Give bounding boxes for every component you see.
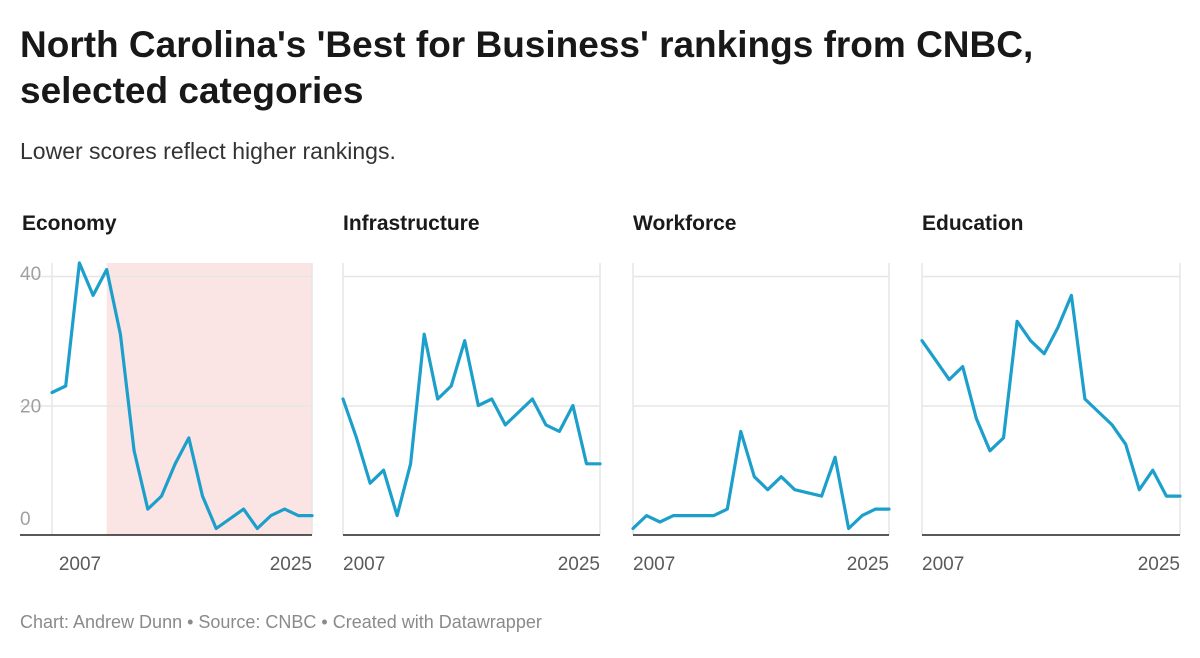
x-tick-label: 2007 bbox=[633, 554, 675, 575]
x-tick-label: 2007 bbox=[343, 554, 385, 575]
series-line-economy bbox=[50, 261, 314, 531]
x-tick-label: 2025 bbox=[558, 554, 600, 575]
x-tick-label: 2025 bbox=[1138, 554, 1180, 575]
y-tick-label: 40 bbox=[20, 264, 41, 285]
series-line-education bbox=[920, 293, 1182, 498]
y-tick-label: 20 bbox=[20, 396, 41, 417]
highlight-region bbox=[106, 263, 312, 535]
chart-subtitle: Lower scores reflect higher rankings. bbox=[20, 138, 396, 164]
panel-title: Economy bbox=[22, 212, 117, 235]
chart-title: North Carolina's 'Best for Business' ran… bbox=[20, 24, 1034, 111]
x-tick-label: 2007 bbox=[922, 554, 964, 575]
chart-panel-infrastructure: Infrastructure 2007 2025 bbox=[341, 212, 602, 575]
x-tick-label: 2025 bbox=[270, 554, 312, 575]
chart-footer-credit: Chart: Andrew Dunn • Source: CNBC • Crea… bbox=[20, 612, 542, 632]
x-tick-label: 2025 bbox=[847, 554, 889, 575]
series-line-infrastructure bbox=[341, 332, 602, 518]
chart-panel-workforce: Workforce 2007 2025 bbox=[631, 212, 891, 575]
y-tick-label: 0 bbox=[20, 509, 31, 530]
series-line-workforce bbox=[631, 429, 891, 531]
chart-panel-economy: Economy 40 20 0 2007 2025 bbox=[20, 212, 314, 575]
panel-title: Infrastructure bbox=[343, 212, 480, 235]
small-multiples-chart: Economy 40 20 0 2007 2025 Infrastructure 2007 20… bbox=[20, 212, 1182, 575]
x-tick-label: 2007 bbox=[59, 554, 101, 575]
panel-title: Workforce bbox=[633, 212, 736, 235]
chart-panel-education: Education 2007 2025 bbox=[920, 212, 1182, 575]
panel-title: Education bbox=[922, 212, 1024, 235]
